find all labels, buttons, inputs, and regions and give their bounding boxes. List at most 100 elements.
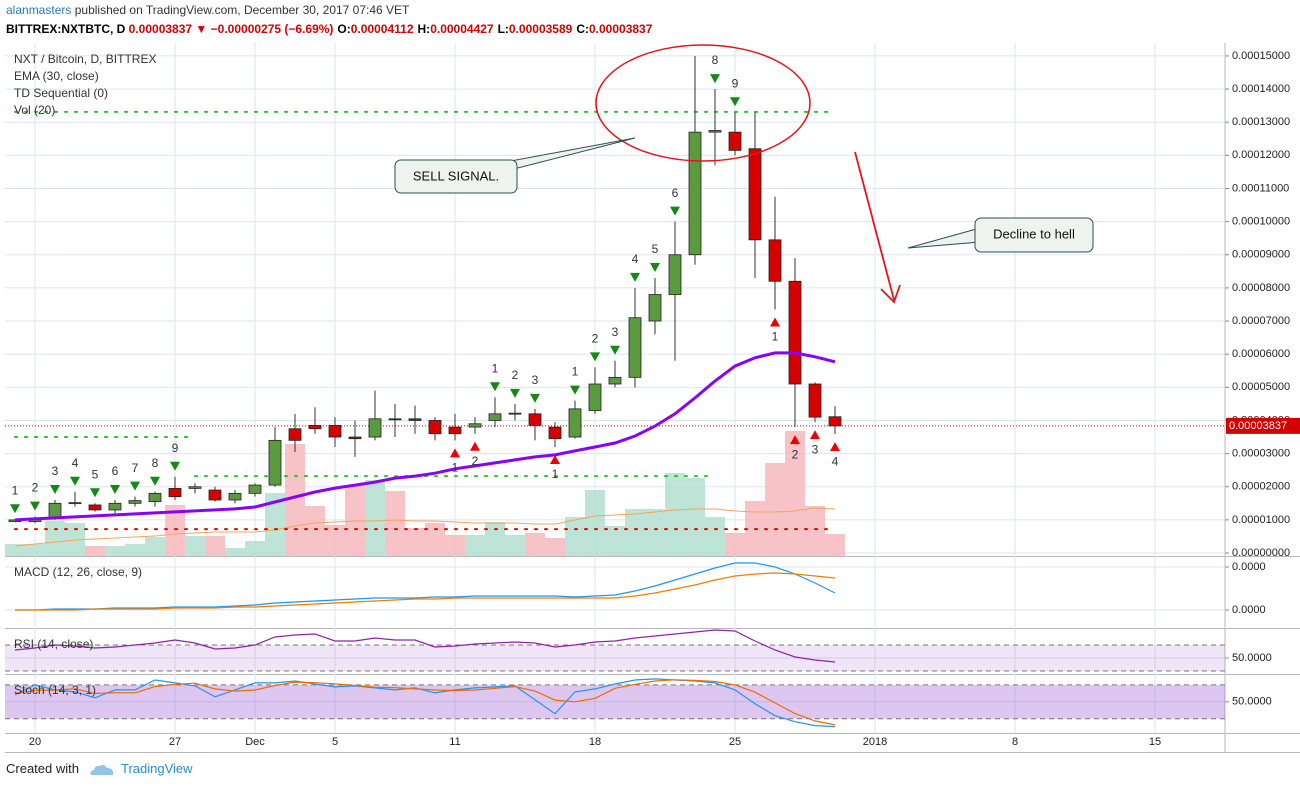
candle-body [708,130,722,133]
candle-body [108,502,122,511]
candle-body [288,428,302,441]
td-sell-marker [130,481,140,491]
volume-bar [605,526,625,556]
td-sell-label: 6 [672,186,679,200]
td-sell-marker [730,97,740,107]
td-buy-label: 2 [472,454,479,468]
candle-body [508,412,522,415]
volume-bar [805,506,825,556]
td-buy-label: 3 [812,442,819,456]
candle-body [808,383,822,418]
indicator-line [14,629,836,663]
candle-body [348,436,362,440]
td-sell-label: 8 [712,53,719,67]
ohlc-label: O: [337,22,351,36]
volume-bar [385,491,405,556]
volume-bar [165,505,185,556]
td-sell-marker [30,501,40,511]
legend-title: NXT / Bitcoin, D, BITTREX [14,52,156,66]
volume-bar [685,478,705,556]
y-tick-label: 0.00009000 [1232,249,1290,261]
td-sell-marker [490,382,500,392]
volume-bar [645,509,665,556]
legend-entry: EMA (30, close) [14,69,99,83]
legend-entry: Vol (20) [14,103,55,117]
icon-cloud [90,764,113,775]
volume-bar [425,523,445,556]
volume-bar [625,509,645,556]
y-tick-label: 50.0000 [1232,652,1272,664]
td-sell-label: 9 [172,441,179,455]
y-tick-label: 0.00015000 [1232,50,1290,62]
td-sell-marker [10,504,20,514]
candle-body [688,131,702,256]
volume-bar [525,533,545,556]
td-sell-label: 5 [92,467,99,481]
td-buy-marker [770,317,780,327]
td-sell-label: 2 [592,332,599,346]
annotations: SELL SIGNAL. Decline to hell [394,44,1094,304]
brand[interactable]: TradingView [121,761,193,776]
td-sell-label: 4 [72,456,79,470]
volume-bar [265,493,285,556]
td-sell-marker [110,484,120,494]
td-sell-marker [70,476,80,486]
callout-text: SELL SIGNAL. [413,168,499,183]
x-tick-label: 18 [589,736,601,748]
td-sell-label: 9 [732,76,739,90]
candle-body [88,504,102,511]
volume-bar [765,463,785,556]
candle-body [308,425,322,430]
ohlc-value: 0.00004112 [350,22,414,36]
td-sell-label: 1 [572,365,579,379]
author[interactable]: alanmasters [6,3,72,17]
volume-bar [245,541,265,556]
td-buy-label: 4 [832,454,839,468]
y-tick-label: 0.00002000 [1232,481,1290,493]
y-tick-label: 0.00012000 [1232,149,1290,161]
indicator-line [15,572,836,611]
td-sell-label: 3 [612,325,619,339]
pane-title: Stoch (14, 3, 1) [14,683,96,697]
td-sell-marker [610,345,620,355]
y-tick-label: 0.0000 [1232,604,1266,616]
candle-body [568,408,582,438]
volume-bar [785,431,805,556]
y-tick-label: 0.00013000 [1232,116,1290,128]
y-tick-label: 0.00007000 [1232,315,1290,327]
volume-bar [145,537,165,556]
td-sell-label: 5 [652,242,659,256]
candle-body [48,502,62,519]
candle-body [448,426,462,435]
td-buy-label: 2 [792,447,799,461]
x-tick-label: 25 [729,736,741,748]
td-buy-marker [450,448,460,458]
td-sell-marker [650,262,660,272]
candle-body [548,426,562,440]
band [5,644,1225,672]
decline-arrow [854,151,895,301]
td-sell-marker [150,476,160,486]
volume-bar [45,521,65,556]
callout-text: Decline to hell [993,226,1075,241]
td-sell-label: 1 [12,483,19,497]
header: alanmasters published on TradingView.com… [6,3,652,36]
td-sell-marker [670,206,680,216]
td-sell-marker [90,488,100,498]
td-sell-marker [530,393,540,403]
change: −0.00000275 (−6.69%) [210,22,334,36]
candle-body [368,418,382,438]
highlight-ellipse [595,44,811,162]
volume-bar [505,535,525,556]
td-sell-label: 6 [112,464,119,478]
volume-bar [125,544,145,556]
volume-bar [5,544,25,556]
volume-bar [565,517,585,556]
ohlc-value: 0.00003837 [589,22,653,36]
ohlc-label: L: [497,22,509,36]
change-arrow: ▼ [195,22,208,36]
candle-body [608,376,622,385]
candle-body [428,420,442,435]
candle-body [188,486,202,489]
